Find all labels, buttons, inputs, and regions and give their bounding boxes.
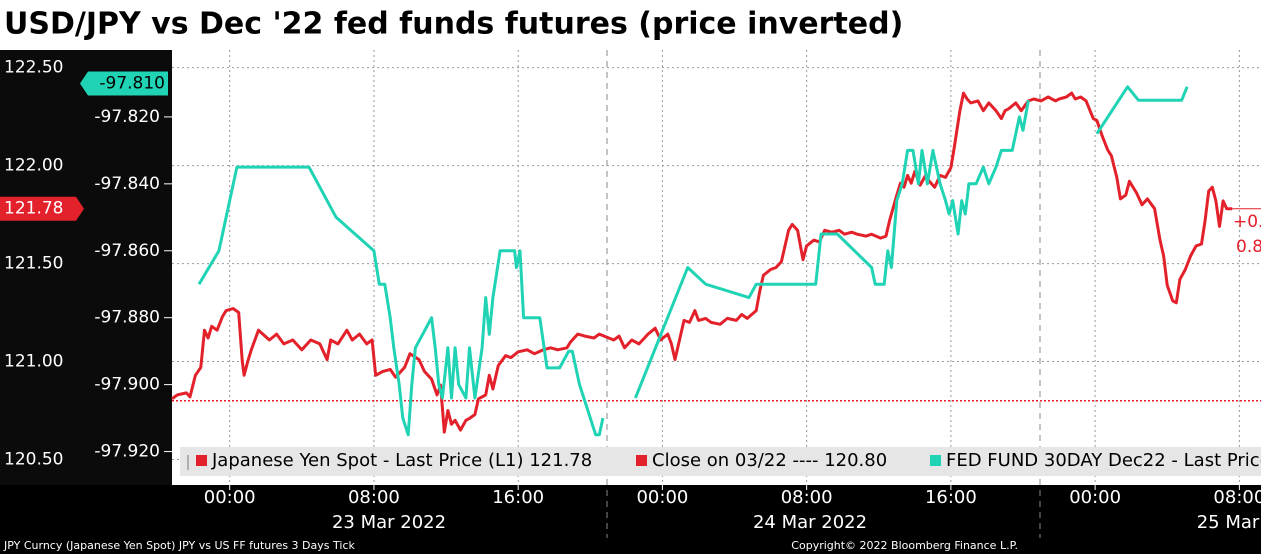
footer-left: JPY Curncy (Japanese Yen Spot) JPY vs US… bbox=[3, 539, 355, 552]
date-label: 23 Mar 2022 bbox=[332, 512, 446, 533]
date-label: 24 Mar 2022 bbox=[753, 512, 867, 533]
x-tick-label: 16:00 bbox=[925, 487, 977, 508]
annotation: +0. bbox=[1233, 212, 1261, 232]
y2-tick-label: -97.920 bbox=[94, 442, 160, 462]
x-tick-label: 00:00 bbox=[204, 487, 256, 508]
x-tick-label: 08:00 bbox=[781, 487, 833, 508]
chart-title: USD/JPY vs Dec '22 fed funds futures (pr… bbox=[4, 7, 903, 42]
plot-area bbox=[172, 50, 1261, 485]
title-band bbox=[0, 0, 1261, 50]
y-tick-label: 120.50 bbox=[4, 450, 63, 470]
y2-tick-label: -97.860 bbox=[94, 241, 160, 261]
legend-label: Close on 03/22 ---- 120.80 bbox=[652, 450, 887, 471]
x-tick-label: 00:00 bbox=[1069, 487, 1121, 508]
last-value-label: 121.78 bbox=[4, 199, 63, 219]
footer-right: Copyright© 2022 Bloomberg Finance L.P. bbox=[791, 539, 1018, 552]
y-tick-label: 121.00 bbox=[4, 352, 63, 372]
last-value-box bbox=[80, 71, 168, 96]
x-tick-label: 08:00 bbox=[1213, 487, 1261, 508]
legend-swatch bbox=[930, 455, 941, 466]
legend-label: FED FUND 30DAY Dec22 - Last Price bbox=[946, 450, 1261, 471]
annotation: 0.8 bbox=[1236, 237, 1261, 257]
y-tick-label: 122.00 bbox=[4, 156, 63, 176]
axis-panel bbox=[0, 50, 172, 485]
legend-swatch bbox=[196, 455, 207, 466]
date-label: 25 Mar bbox=[1197, 512, 1260, 533]
legend-swatch bbox=[636, 455, 647, 466]
y-tick-label: 122.50 bbox=[4, 58, 63, 78]
series-line bbox=[171, 91, 1233, 434]
series-line bbox=[197, 85, 1189, 437]
y2-tick-label: -97.880 bbox=[94, 308, 160, 328]
legend-box bbox=[180, 447, 1261, 476]
legend-label: Japanese Yen Spot - Last Price (L1) 121.… bbox=[211, 450, 592, 471]
last-value-box bbox=[0, 196, 84, 221]
x-tick-label: 08:00 bbox=[348, 487, 400, 508]
last-value-label: -97.810 bbox=[99, 73, 165, 93]
y-tick-label: 121.50 bbox=[4, 254, 63, 274]
x-tick-label: 16:00 bbox=[492, 487, 544, 508]
x-tick-label: 00:00 bbox=[636, 487, 688, 508]
y2-tick-label: -97.820 bbox=[94, 107, 160, 127]
y2-tick-label: -97.840 bbox=[94, 174, 160, 194]
y2-tick-label: -97.900 bbox=[94, 375, 160, 395]
